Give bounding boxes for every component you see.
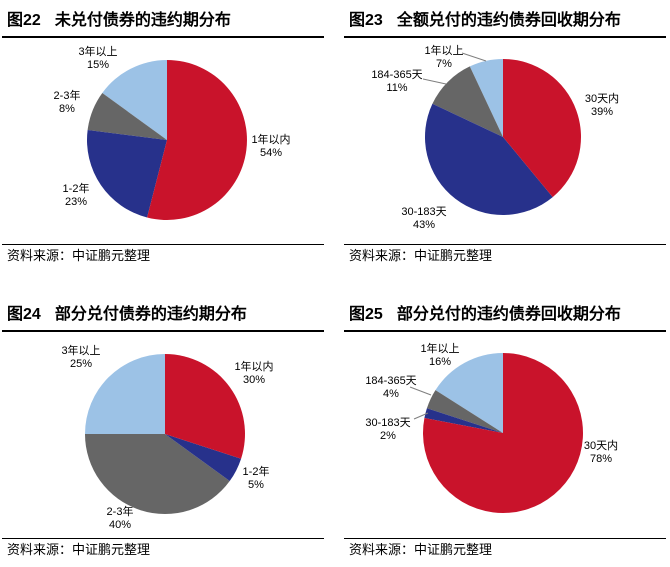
slice-label: 1年以上 7% — [424, 45, 464, 70]
slice-label: 1年以内 54% — [251, 134, 291, 159]
pie-chart-fig25: 30天内 78% 30-183天 2% 184-365天 4% 1年以上 16% — [344, 332, 666, 538]
slice-label: 2-3年 8% — [53, 90, 81, 115]
panel-fig23: 图23 全额兑付的违约债券回收期分布 30天内 39% 30-183天 43% 1… — [344, 8, 666, 264]
chart-title: 图23 全额兑付的违约债券回收期分布 — [344, 8, 666, 34]
pie-slice — [147, 60, 247, 220]
pie-slice — [426, 390, 503, 433]
pie-svg — [409, 353, 584, 513]
title-divider — [344, 330, 666, 332]
slice-label: 1年以上 16% — [420, 343, 460, 368]
leader-line — [461, 52, 487, 62]
pie-svg — [86, 60, 247, 220]
pie-slice — [85, 434, 230, 514]
pie-chart-fig23: 30天内 39% 30-183天 43% 184-365天 11% 1年以上 7… — [344, 38, 666, 244]
pie-chart-fig22: 1年以内 54% 1-2年 23% 2-3年 8% 3年以上 15% — [2, 38, 324, 244]
slice-label: 2-3年 40% — [106, 506, 134, 531]
figure-number: 图23 — [349, 12, 383, 29]
source-note: 资料来源：中证鹏元整理 — [349, 542, 493, 557]
pie-slice — [165, 434, 242, 482]
panel-fig25: 图25 部分兑付的违约债券回收期分布 30天内 78% 30-183天 2% 18… — [344, 302, 666, 558]
pie-svg — [422, 52, 582, 216]
slice-label: 1-2年 5% — [242, 466, 270, 491]
chart-title: 图24 部分兑付债券的违约期分布 — [2, 302, 324, 328]
slice-label: 30-183天 2% — [365, 417, 411, 442]
title-divider — [2, 36, 324, 38]
figure-title-text: 部分兑付债券的违约期分布 — [54, 306, 247, 323]
source-divider — [2, 538, 324, 539]
slice-label: 184-365天 11% — [371, 69, 423, 94]
leader-line — [413, 412, 429, 420]
pie-slice — [165, 354, 245, 459]
pie-svg — [85, 354, 245, 514]
slice-label: 3年以上 15% — [78, 46, 118, 71]
pie-slice — [423, 353, 584, 513]
slice-label: 30天内 39% — [584, 93, 620, 118]
pie-slice — [469, 59, 503, 137]
panel-fig22: 图22 未兑付债券的违约期分布 1年以内 54% 1-2年 23% 2-3年 8%… — [2, 8, 324, 264]
figure-title-text: 部分兑付的违约债券回收期分布 — [396, 306, 621, 323]
figure-title-text: 未兑付债券的违约期分布 — [54, 12, 231, 29]
pie-slice — [86, 129, 167, 218]
source-divider — [2, 244, 324, 245]
source-note: 资料来源：中证鹏元整理 — [7, 542, 151, 557]
slice-label: 1年以内 30% — [234, 361, 274, 386]
pie-slice — [424, 408, 503, 433]
pie-slice — [85, 354, 165, 434]
panel-fig24: 图24 部分兑付债券的违约期分布 1年以内 30% 1-2年 5% 2-3年 40… — [2, 302, 324, 558]
pie-chart-fig24: 1年以内 30% 1-2年 5% 2-3年 40% 3年以上 25% — [2, 332, 324, 538]
pie-slice — [435, 353, 503, 433]
chart-title: 图22 未兑付债券的违约期分布 — [2, 8, 324, 34]
pie-slice — [87, 92, 167, 140]
pie-slice — [503, 59, 582, 198]
figure-number: 图25 — [349, 306, 383, 323]
pie-slice — [432, 66, 503, 137]
source-note: 资料来源：中证鹏元整理 — [349, 248, 493, 263]
slice-label: 184-365天 4% — [365, 375, 417, 400]
pie-slice — [102, 60, 167, 140]
leader-line — [409, 386, 432, 396]
chart-title: 图25 部分兑付的违约债券回收期分布 — [344, 302, 666, 328]
title-divider — [2, 330, 324, 332]
slice-label: 1-2年 23% — [62, 183, 90, 208]
pie-slice — [424, 103, 553, 216]
source-divider — [344, 244, 666, 245]
slice-label: 30天内 78% — [583, 440, 619, 465]
source-note: 资料来源：中证鹏元整理 — [7, 248, 151, 263]
title-divider — [344, 36, 666, 38]
source-divider — [344, 538, 666, 539]
slice-label: 30-183天 43% — [401, 206, 447, 231]
figure-number: 图22 — [7, 12, 41, 29]
figure-title-text: 全额兑付的违约债券回收期分布 — [396, 12, 621, 29]
slice-label: 3年以上 25% — [61, 345, 101, 370]
figure-number: 图24 — [7, 306, 41, 323]
leader-line — [422, 78, 447, 85]
